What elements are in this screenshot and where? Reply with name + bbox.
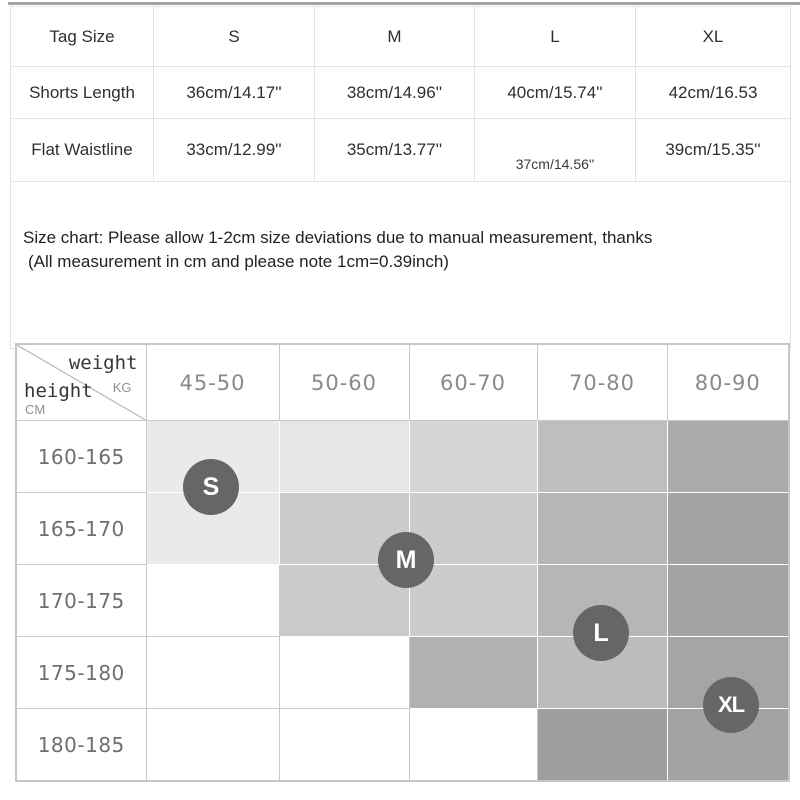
matrix-cell [145, 636, 280, 709]
spec-value: 33cm/12.99'' [153, 118, 315, 182]
matrix-cell [278, 708, 410, 782]
spec-row-label: Flat Waistline [10, 118, 154, 182]
matrix-cell [408, 636, 538, 709]
matrix-cell [666, 420, 790, 493]
height-row-label: 175-180 [15, 636, 147, 709]
spec-value: 35cm/13.77'' [314, 118, 475, 182]
matrix-row-160-165: 160-165 [15, 420, 790, 493]
size-chart-note: Size chart: Please allow 1-2cm size devi… [10, 181, 791, 349]
matrix-cell [408, 420, 538, 493]
matrix-row-175-180: 175-180 [15, 636, 790, 709]
matrix-cell [536, 708, 668, 782]
matrix-row-180-185: 180-185 [15, 708, 790, 782]
diagonal-divider-line [17, 345, 146, 420]
matrix-row-170-175: 170-175 [15, 564, 790, 637]
height-axis-unit: CM [25, 402, 46, 417]
matrix-cell [666, 564, 790, 637]
size-badge-s: S [183, 459, 239, 515]
spec-row-label: Shorts Length [10, 66, 154, 119]
spec-header-s: S [153, 6, 315, 67]
size-badge-l: L [573, 605, 629, 661]
weight-col-header: 80-90 [666, 343, 790, 421]
spec-value: 39cm/15.35'' [635, 118, 791, 182]
matrix-cell [145, 708, 280, 782]
height-row-label: 170-175 [15, 564, 147, 637]
matrix-cell [408, 708, 538, 782]
matrix-cell [666, 492, 790, 565]
matrix-table: weight KG height CM 45-50 50-60 60-70 70… [15, 343, 790, 782]
spec-row-flat-waistline: Flat Waistline 33cm/12.99'' 35cm/13.77''… [10, 118, 791, 182]
spec-note-row: Size chart: Please allow 1-2cm size devi… [10, 181, 791, 349]
spec-header-tag-size: Tag Size [10, 6, 154, 67]
spec-row-shorts-length: Shorts Length 36cm/14.17'' 38cm/14.96'' … [10, 66, 791, 119]
note-line-2: (All measurement in cm and please note 1… [28, 252, 449, 271]
matrix-cell [278, 492, 410, 565]
matrix-cell [145, 420, 280, 493]
height-axis-label: height [24, 380, 93, 402]
spec-value: 36cm/14.17'' [153, 66, 315, 119]
size-badge-m: M [378, 532, 434, 588]
matrix-corner-cell: weight KG height CM [15, 343, 147, 421]
matrix-cell [278, 636, 410, 709]
note-line-1: Size chart: Please allow 1-2cm size devi… [23, 228, 653, 247]
spec-value: 40cm/15.74'' [474, 66, 636, 119]
height-weight-size-matrix: weight KG height CM 45-50 50-60 60-70 70… [15, 343, 790, 782]
weight-col-header: 50-60 [278, 343, 410, 421]
weight-col-header: 45-50 [145, 343, 280, 421]
matrix-header-row: weight KG height CM 45-50 50-60 60-70 70… [15, 343, 790, 421]
spec-value: 37cm/14.56'' [474, 118, 636, 182]
size-badge-xl: XL [703, 677, 759, 733]
height-row-label: 165-170 [15, 492, 147, 565]
matrix-cell [536, 420, 668, 493]
spec-value: 42cm/16.53 [635, 66, 791, 119]
weight-axis-label: weight [68, 352, 138, 374]
height-row-label: 180-185 [15, 708, 147, 782]
matrix-cell [536, 492, 668, 565]
spec-header-row: Tag Size S M L XL [10, 6, 791, 67]
top-divider-line [8, 2, 800, 5]
height-row-label: 160-165 [15, 420, 147, 493]
matrix-cell [536, 564, 668, 637]
spec-header-m: M [314, 6, 475, 67]
tag-size-spec-table: Tag Size S M L XL Shorts Length 36cm/14.… [10, 6, 791, 349]
matrix-cell [278, 420, 410, 493]
spec-value: 38cm/14.96'' [314, 66, 475, 119]
weight-col-header: 70-80 [536, 343, 668, 421]
weight-col-header: 60-70 [408, 343, 538, 421]
spec-header-xl: XL [635, 6, 791, 67]
spec-header-l: L [474, 6, 636, 67]
weight-axis-unit: KG [112, 380, 132, 395]
matrix-cell [145, 564, 280, 637]
